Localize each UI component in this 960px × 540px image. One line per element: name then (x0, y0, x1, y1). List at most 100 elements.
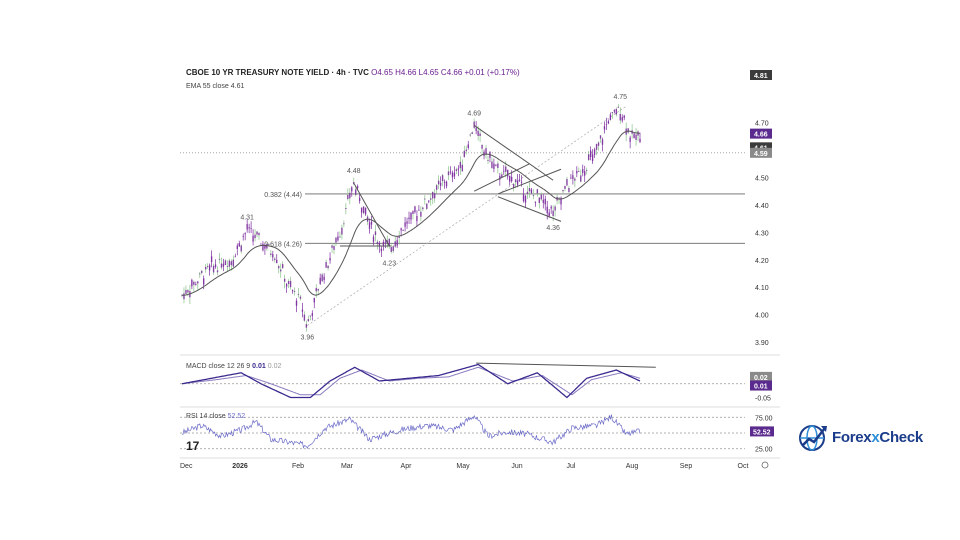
price-label: 4.66 (754, 132, 768, 139)
candle-body (595, 144, 598, 150)
candle-body (222, 263, 225, 267)
candle-body (329, 257, 331, 261)
candle-body (613, 110, 616, 112)
price-annotation: 4.36 (546, 225, 560, 232)
candle-body (589, 150, 592, 157)
candle-body (607, 121, 610, 124)
candle-body (356, 186, 359, 188)
pattern-trendline (497, 168, 562, 195)
candle-body (443, 181, 446, 183)
candle-body (236, 245, 238, 249)
macd-label-box (750, 380, 772, 391)
x-tick-label: Mar (341, 463, 354, 470)
candle-body (481, 144, 483, 149)
y-tick-label: 4.30 (755, 230, 769, 237)
candle-body (599, 135, 602, 139)
candle-body (512, 184, 515, 188)
candle-body (341, 227, 343, 235)
candle-body (584, 171, 586, 176)
candle-body (246, 224, 248, 230)
candle-body (449, 171, 452, 173)
candle-body (197, 281, 199, 284)
candle-body (406, 221, 408, 224)
x-tick-label: Sep (680, 463, 693, 470)
candle-body (191, 279, 193, 287)
candle-body (392, 246, 394, 252)
candle-body (424, 198, 426, 200)
fib-label: 0.618 (4.26) (264, 241, 302, 248)
candle-body (232, 259, 235, 267)
candle-body (422, 207, 424, 210)
candle-body (582, 169, 584, 173)
rsi-line (181, 414, 641, 449)
candle-body (358, 197, 361, 201)
x-tick-label: Apr (401, 463, 413, 470)
forexcheck-brand[interactable]: ForexxCheck (797, 421, 923, 453)
candle-body (435, 185, 438, 190)
candle-body (455, 169, 458, 172)
candle-body (459, 161, 462, 169)
pattern-trendline (473, 124, 554, 181)
price-label-box (750, 70, 772, 80)
candle-body (276, 259, 278, 264)
candle-body (591, 154, 594, 162)
macd-value: 0.01 (252, 363, 268, 370)
candle-body (297, 293, 300, 295)
candle-body (374, 231, 377, 236)
candle-body (185, 290, 187, 294)
candle-body (546, 206, 548, 214)
candle-body (570, 177, 572, 179)
candle-body (544, 198, 546, 205)
candle-body (605, 124, 608, 125)
candle-body (370, 221, 373, 225)
candle-body (201, 270, 203, 273)
y-tick-label: 4.50 (755, 175, 769, 182)
candle-body (536, 189, 539, 194)
candle-body (287, 281, 290, 285)
candle-body (532, 195, 535, 197)
candle-body (280, 269, 282, 272)
candle-body (410, 212, 412, 220)
candle-body (270, 253, 272, 255)
candle-body (491, 161, 493, 168)
candle-body (453, 172, 456, 177)
candle-body (534, 201, 537, 203)
fib-label: 0.382 (4.44) (264, 192, 302, 199)
candle-body (469, 134, 471, 136)
candle-body (345, 208, 347, 210)
price-annotation: 4.69 (467, 110, 481, 117)
chart-svg[interactable]: 0.382 (4.44) 0.618 (4.26) 4.31 4.48 3.96 4.23… (180, 63, 780, 475)
symbol-title: CBOE 10 YR TREASURY NOTE YIELD · 4h · TV… (186, 68, 369, 77)
candle-body (323, 276, 325, 281)
candle-body (258, 233, 260, 236)
candle-body (195, 283, 197, 285)
candle-body (524, 196, 527, 203)
candle-body (554, 206, 556, 211)
candle-body (240, 245, 242, 252)
candle-body (295, 300, 298, 306)
candle-body (382, 241, 385, 246)
candle-body (475, 127, 477, 131)
candle-body (603, 126, 606, 130)
candle-body (347, 194, 349, 200)
rsi-legend: RSI 14 close 52.52 (186, 413, 245, 420)
candle-body (585, 170, 588, 172)
candle-body (463, 150, 466, 158)
candle-body (593, 149, 596, 155)
tradingview-logo-icon: 17 (186, 439, 200, 453)
candle-body (457, 168, 460, 170)
candle-body (390, 247, 392, 252)
candle-body (299, 296, 302, 299)
pattern-trendline (497, 196, 562, 222)
y-tick-label: 4.70 (755, 121, 769, 128)
candle-body (203, 278, 205, 285)
candle-body (597, 142, 600, 146)
candle-body (548, 212, 550, 217)
signal-value: 0.02 (268, 363, 282, 370)
candle-body (402, 229, 404, 231)
candle-body (629, 137, 631, 142)
candle-body (230, 261, 233, 266)
candle-body (244, 233, 246, 235)
candle-body (289, 280, 292, 288)
candle-body (204, 266, 207, 270)
